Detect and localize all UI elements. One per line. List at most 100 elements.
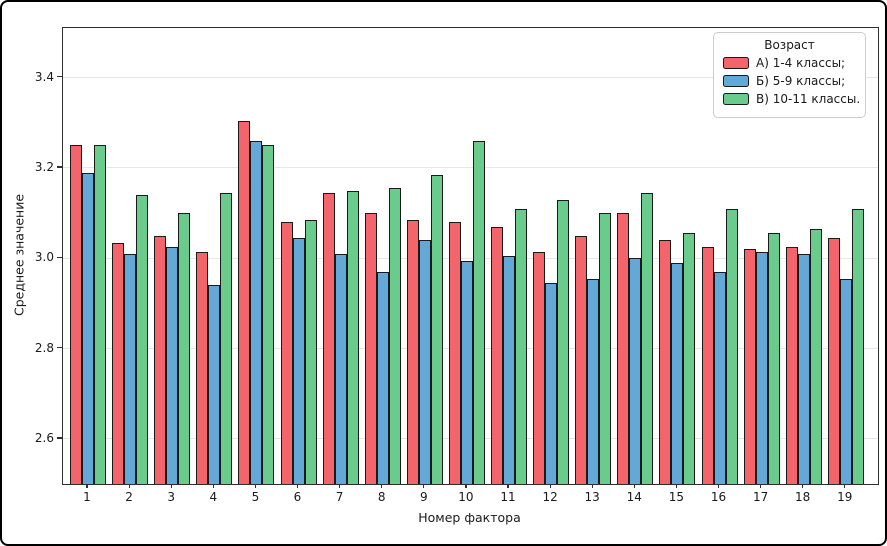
bar bbox=[533, 251, 546, 484]
y-tick-label: 2.8 bbox=[34, 340, 54, 355]
x-tick-label: 19 bbox=[837, 490, 853, 504]
bar bbox=[743, 249, 756, 484]
legend-title: Возраст bbox=[764, 38, 815, 52]
x-tick-label: 3 bbox=[167, 490, 175, 504]
bar bbox=[304, 219, 317, 484]
y-tick bbox=[57, 437, 62, 439]
legend-swatch bbox=[723, 75, 749, 87]
x-tick bbox=[381, 484, 383, 488]
x-tick-label: 11 bbox=[500, 490, 516, 504]
x-tick-label: 9 bbox=[419, 490, 428, 504]
bar bbox=[545, 283, 558, 484]
bar bbox=[448, 222, 461, 484]
x-tick-label: 16 bbox=[710, 490, 727, 504]
x-tick-label: 15 bbox=[668, 490, 685, 504]
x-tick-label: 4 bbox=[209, 490, 218, 504]
x-tick-label: 5 bbox=[251, 490, 260, 504]
gridline bbox=[63, 167, 878, 169]
x-tick bbox=[633, 484, 635, 488]
bar bbox=[629, 258, 642, 484]
bar bbox=[671, 262, 684, 484]
bar bbox=[406, 219, 419, 484]
y-tick bbox=[57, 76, 62, 78]
legend-swatch bbox=[723, 57, 749, 69]
bar bbox=[346, 190, 359, 484]
x-tick bbox=[675, 484, 678, 488]
x-tick bbox=[339, 484, 341, 488]
gridline bbox=[63, 77, 878, 79]
legend-row: В) 10-11 классы. bbox=[723, 92, 860, 106]
y-tick bbox=[57, 346, 62, 349]
bar bbox=[196, 251, 209, 484]
legend-rows: А) 1-4 классы; Б) 5-9 классы; В) 10-11 кла… bbox=[723, 56, 860, 106]
bar bbox=[785, 247, 798, 484]
bar bbox=[587, 278, 600, 484]
x-tick-label: 2 bbox=[125, 490, 133, 504]
x-tick-label: 18 bbox=[795, 490, 811, 504]
legend: Возраст А) 1-4 классы; Б) 5-9 классы; В) 1… bbox=[713, 32, 866, 118]
bar bbox=[557, 199, 570, 484]
bar bbox=[809, 228, 822, 484]
x-tick bbox=[254, 484, 257, 488]
x-tick bbox=[86, 484, 88, 488]
bar bbox=[515, 208, 527, 484]
x-tick-label: 6 bbox=[293, 490, 302, 504]
legend-row: Б) 5-9 классы; bbox=[723, 74, 856, 88]
bar bbox=[617, 213, 630, 484]
y-tick-label: 3.0 bbox=[34, 250, 54, 265]
bar bbox=[755, 251, 768, 484]
bar bbox=[503, 256, 515, 484]
legend-entry-label: А) 1-4 классы; bbox=[756, 56, 846, 70]
y-tick bbox=[57, 256, 62, 258]
bar bbox=[334, 253, 347, 484]
x-tick bbox=[296, 484, 299, 488]
x-tick bbox=[844, 484, 846, 488]
bar bbox=[280, 222, 293, 484]
x-tick-label: 7 bbox=[335, 490, 344, 504]
legend-row: А) 1-4 классы; bbox=[723, 56, 856, 70]
x-tick-label: 10 bbox=[458, 490, 474, 504]
bar bbox=[851, 208, 864, 484]
bar bbox=[178, 213, 191, 484]
legend-swatch bbox=[723, 93, 749, 105]
x-tick-label: 1 bbox=[83, 490, 91, 504]
bar bbox=[701, 247, 714, 484]
bar bbox=[220, 192, 233, 484]
bar bbox=[94, 145, 106, 484]
y-tick-label: 3.2 bbox=[34, 159, 54, 174]
bar bbox=[430, 174, 443, 484]
bar bbox=[136, 195, 149, 484]
bar bbox=[472, 140, 485, 484]
x-tick bbox=[423, 484, 425, 488]
x-tick bbox=[212, 484, 214, 488]
bar bbox=[208, 285, 221, 484]
bar bbox=[491, 226, 503, 484]
bar bbox=[250, 140, 263, 484]
bar bbox=[418, 240, 431, 484]
bar bbox=[683, 233, 696, 484]
bar bbox=[827, 237, 840, 484]
gridline bbox=[63, 257, 878, 259]
x-axis-label: Номер фактора bbox=[418, 510, 521, 525]
bar bbox=[599, 213, 612, 484]
bar bbox=[460, 260, 473, 484]
bar bbox=[364, 213, 377, 484]
x-tick bbox=[465, 484, 467, 488]
bar bbox=[767, 233, 780, 484]
bar bbox=[388, 188, 401, 484]
x-tick bbox=[760, 484, 762, 488]
y-tick-label: 2.6 bbox=[34, 430, 54, 445]
bar bbox=[292, 237, 305, 484]
bar bbox=[82, 172, 94, 484]
bar bbox=[124, 253, 137, 484]
bar bbox=[713, 271, 726, 484]
x-tick bbox=[802, 484, 804, 488]
bar bbox=[725, 208, 738, 484]
bar bbox=[166, 247, 179, 484]
x-tick-label: 8 bbox=[377, 490, 386, 504]
y-tick bbox=[57, 166, 62, 168]
legend-entry-label: В) 10-11 классы. bbox=[756, 92, 861, 106]
bar bbox=[797, 253, 810, 484]
bar bbox=[376, 271, 389, 484]
